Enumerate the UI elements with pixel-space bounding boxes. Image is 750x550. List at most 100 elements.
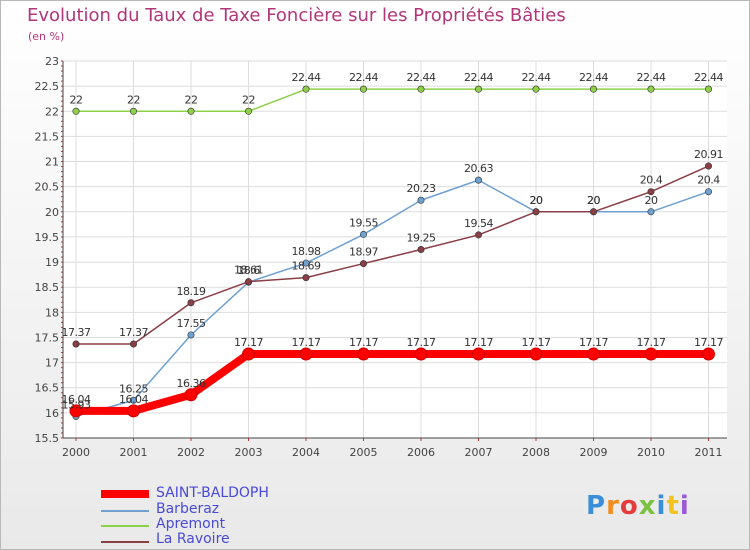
data-label: 19.25 <box>407 232 436 245</box>
data-point <box>302 274 310 282</box>
data-label: 20.91 <box>694 148 723 161</box>
data-label: 17.17 <box>292 336 321 349</box>
data-point <box>245 278 253 286</box>
data-label: 17.37 <box>119 326 148 339</box>
data-point <box>242 347 255 361</box>
data-point <box>187 299 195 307</box>
data-label: 19.55 <box>349 216 378 229</box>
data-label: 17.55 <box>177 317 206 330</box>
y-tick-label: 22 <box>45 105 59 118</box>
data-point <box>359 85 367 93</box>
data-label: 17.17 <box>579 336 608 349</box>
x-tick-label: 2005 <box>350 446 378 459</box>
data-point <box>474 231 482 239</box>
data-point <box>704 85 712 93</box>
data-label: 17.17 <box>637 336 666 349</box>
data-point <box>704 188 712 196</box>
data-point <box>299 347 313 361</box>
data-label: 16.36 <box>177 377 206 390</box>
data-label: 16.04 <box>119 393 148 406</box>
data-label: 17.17 <box>407 336 436 349</box>
legend-swatch-saint-baldoph <box>101 490 149 498</box>
data-label: 18.6 <box>237 264 260 277</box>
data-label: 20 <box>587 194 600 207</box>
data-label: 18.61 <box>234 264 263 277</box>
y-tick-label: 17.5 <box>35 331 60 344</box>
data-point <box>529 347 543 361</box>
data-point <box>130 107 138 115</box>
data-point <box>359 260 367 268</box>
data-label: 17.17 <box>464 336 493 349</box>
data-label: 22 <box>242 93 255 106</box>
y-tick-label: 17 <box>45 357 59 370</box>
data-point <box>187 107 195 115</box>
data-point <box>72 107 80 115</box>
data-point <box>359 230 367 238</box>
data-label: 20.63 <box>464 162 493 175</box>
data-label: 18.19 <box>177 285 206 298</box>
data-label: 22.44 <box>579 71 608 84</box>
data-label: 20 <box>530 194 543 207</box>
x-tick-label: 2006 <box>407 446 435 459</box>
data-label: 18.69 <box>292 260 321 273</box>
data-point <box>130 340 138 348</box>
data-label: 19.54 <box>464 217 493 230</box>
data-label: 22.44 <box>349 71 378 84</box>
y-tick-label: 20.5 <box>35 181 60 194</box>
legend-swatch-la-ravoire <box>101 541 149 543</box>
x-tick-label: 2004 <box>292 446 320 459</box>
data-label: 22.44 <box>292 71 321 84</box>
series-line-saint-baldoph <box>72 350 713 415</box>
x-tick-label: 2011 <box>695 446 723 459</box>
data-point <box>417 196 425 204</box>
data-point <box>302 85 310 93</box>
data-label: 20.4 <box>640 174 663 187</box>
data-label: 18.97 <box>349 246 378 259</box>
y-tick-label: 15.5 <box>35 432 60 445</box>
data-label: 22.44 <box>694 71 723 84</box>
data-point <box>647 208 655 216</box>
data-point <box>704 162 712 170</box>
chart-subtitle: (en %) <box>28 30 65 43</box>
data-point <box>127 404 140 418</box>
data-point <box>69 404 83 418</box>
data-point <box>184 388 198 402</box>
legend-label-saint-baldoph: SAINT-BALDOPH <box>156 485 269 501</box>
data-label: 15.93 <box>62 398 91 411</box>
data-label: 20.23 <box>407 182 436 195</box>
data-label: 22.44 <box>464 71 493 84</box>
data-label: 22.44 <box>637 71 666 84</box>
x-tick-label: 2001 <box>120 446 148 459</box>
data-point <box>532 208 540 216</box>
series-line-barberaz <box>75 179 710 418</box>
data-point <box>532 85 540 93</box>
y-tick-label: 20 <box>45 206 59 219</box>
data-point <box>589 208 597 216</box>
data-point <box>474 176 482 184</box>
data-point <box>130 396 138 404</box>
data-label: 16.25 <box>119 382 148 395</box>
data-point <box>474 85 482 93</box>
data-point <box>644 347 658 361</box>
y-tick-label: 19 <box>45 256 59 269</box>
data-label: 16.04 <box>62 393 91 406</box>
data-point <box>587 347 600 361</box>
series-line-apremont <box>75 88 710 113</box>
data-point <box>647 188 655 196</box>
series-line-la-ravoire <box>75 165 710 345</box>
y-tick-label: 23 <box>45 55 59 68</box>
data-label: 17.37 <box>62 326 91 339</box>
data-label: 18.98 <box>292 245 321 258</box>
legend-swatch-barberaz <box>101 510 149 512</box>
legend-label-apremont: Apremont <box>156 516 226 532</box>
data-label: 20 <box>587 194 600 207</box>
data-point <box>302 259 310 267</box>
x-tick-label: 2003 <box>235 446 263 459</box>
x-tick-label: 2000 <box>62 446 90 459</box>
data-label: 17.17 <box>694 336 723 349</box>
y-tick-label: 18 <box>45 306 59 319</box>
data-label: 17.17 <box>349 336 378 349</box>
x-tick-label: 2008 <box>522 446 550 459</box>
x-tick-label: 2009 <box>580 446 608 459</box>
